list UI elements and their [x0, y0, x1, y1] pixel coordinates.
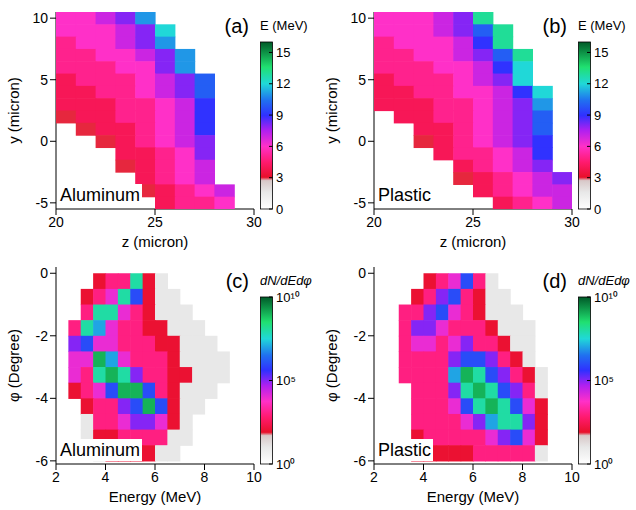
svg-text:Energy (MeV): Energy (MeV): [109, 488, 202, 505]
html-text:Aluminum: Aluminum: [60, 185, 140, 205]
svg-text:25: 25: [147, 214, 163, 230]
svg-text:z (micron): z (micron): [440, 233, 507, 250]
svg-text:E (MeV): E (MeV): [260, 18, 308, 33]
svg-text:15: 15: [594, 45, 608, 60]
svg-text:10: 10: [350, 10, 366, 26]
svg-text:-6: -6: [354, 453, 367, 469]
svg-text:10⁰: 10⁰: [594, 457, 613, 472]
svg-text:4: 4: [102, 469, 110, 485]
html-text:(b): (b): [542, 15, 567, 37]
html-text:Aluminum: Aluminum: [60, 440, 140, 460]
svg-text:y (micron): y (micron): [323, 77, 340, 144]
svg-text:dN/dEdφ: dN/dEdφ: [578, 273, 630, 288]
svg-text:-2: -2: [36, 328, 49, 344]
svg-text:5: 5: [358, 72, 366, 88]
html-text:(d): (d): [542, 270, 567, 292]
svg-text:0: 0: [40, 133, 48, 149]
svg-text:10¹⁰: 10¹⁰: [276, 290, 300, 305]
svg-text:2: 2: [52, 469, 60, 485]
svg-text:12: 12: [594, 76, 608, 91]
svg-text:9: 9: [594, 108, 601, 123]
svg-text:6: 6: [276, 139, 283, 154]
svg-text:8: 8: [201, 469, 209, 485]
html-text:Plastic: Plastic: [378, 185, 431, 205]
svg-text:y (micron): y (micron): [5, 77, 22, 144]
html-text:(a): (a): [224, 15, 249, 37]
svg-text:30: 30: [246, 214, 262, 230]
svg-text:2: 2: [370, 469, 378, 485]
svg-text:-4: -4: [36, 390, 49, 406]
svg-text:10: 10: [564, 469, 580, 485]
svg-text:10: 10: [246, 469, 262, 485]
svg-text:10: 10: [32, 10, 48, 26]
svg-text:φ (Degree): φ (Degree): [5, 329, 22, 402]
svg-text:z (micron): z (micron): [122, 233, 189, 250]
svg-text:6: 6: [469, 469, 477, 485]
svg-text:φ (Degree): φ (Degree): [323, 329, 340, 402]
svg-text:0: 0: [358, 133, 366, 149]
svg-text:12: 12: [276, 76, 290, 91]
svg-text:-2: -2: [354, 328, 367, 344]
svg-text:10⁵: 10⁵: [276, 373, 296, 388]
svg-text:-6: -6: [36, 453, 49, 469]
svg-text:9: 9: [276, 108, 283, 123]
svg-text:E (MeV): E (MeV): [578, 18, 626, 33]
svg-text:-5: -5: [354, 195, 367, 211]
svg-text:3: 3: [276, 170, 283, 185]
svg-text:10¹⁰: 10¹⁰: [594, 290, 618, 305]
svg-text:25: 25: [465, 214, 481, 230]
svg-text:0: 0: [358, 265, 366, 281]
svg-text:6: 6: [594, 139, 601, 154]
svg-text:20: 20: [48, 214, 64, 230]
svg-text:15: 15: [276, 45, 290, 60]
html-text:(c): (c): [225, 270, 249, 292]
svg-text:8: 8: [519, 469, 527, 485]
svg-text:6: 6: [151, 469, 159, 485]
svg-text:0: 0: [594, 202, 601, 217]
svg-text:30: 30: [564, 214, 580, 230]
svg-text:-5: -5: [36, 195, 49, 211]
svg-text:-4: -4: [354, 390, 367, 406]
svg-text:4: 4: [420, 469, 428, 485]
svg-text:dN/dEdφ: dN/dEdφ: [260, 273, 312, 288]
svg-text:0: 0: [40, 265, 48, 281]
svg-text:20: 20: [366, 214, 382, 230]
svg-text:10⁰: 10⁰: [276, 457, 295, 472]
svg-text:0: 0: [276, 202, 283, 217]
svg-text:Energy (MeV): Energy (MeV): [427, 488, 520, 505]
svg-text:3: 3: [594, 170, 601, 185]
html-text:Plastic: Plastic: [378, 440, 431, 460]
svg-text:5: 5: [40, 72, 48, 88]
svg-text:10⁵: 10⁵: [594, 373, 614, 388]
